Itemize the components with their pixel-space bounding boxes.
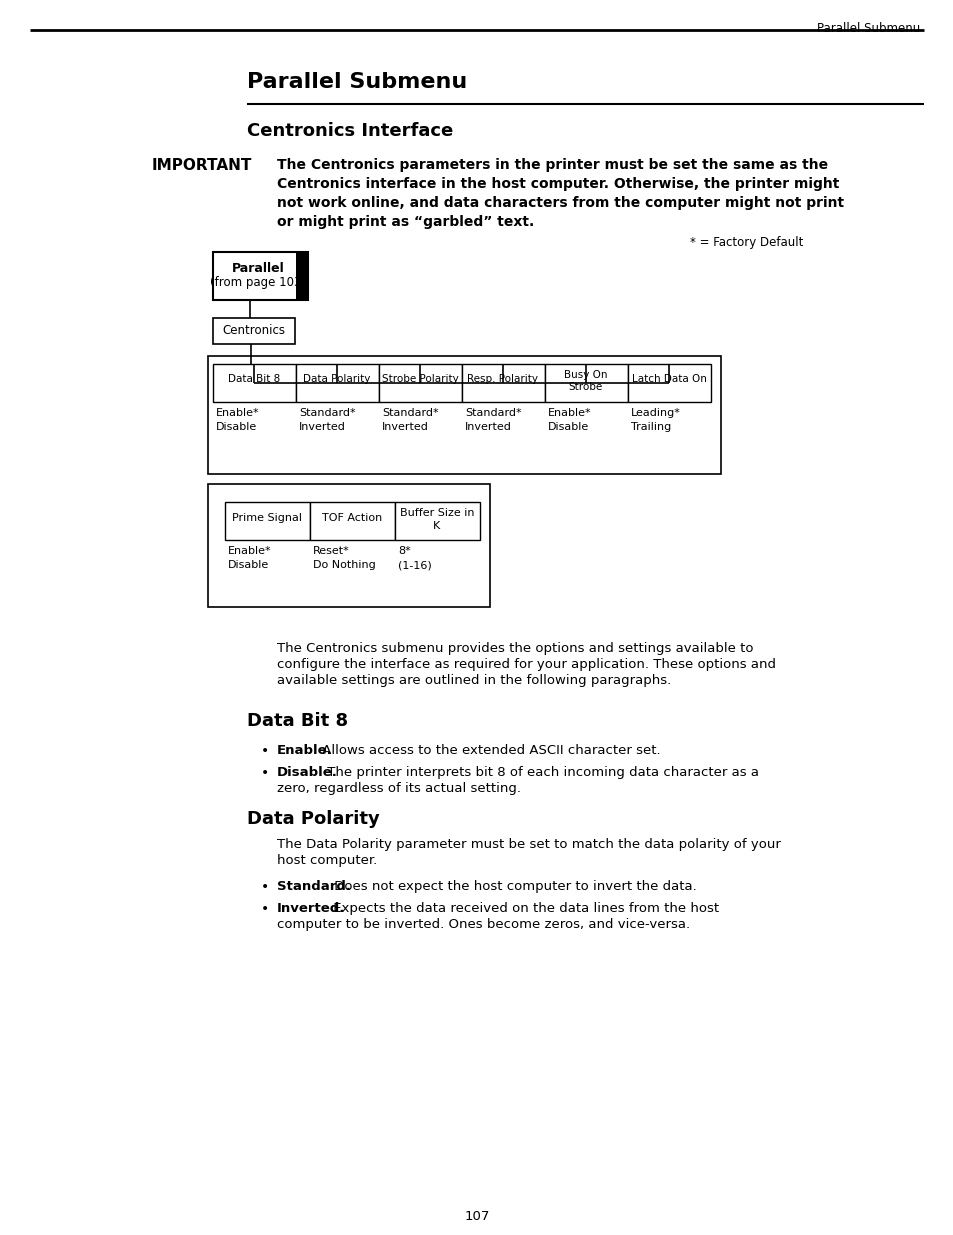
Bar [213,252,308,300]
Text: Disable: Disable [547,422,589,432]
Text: •: • [261,881,269,894]
Bar [295,364,378,403]
Text: Centronics interface in the host computer. Otherwise, the printer might: Centronics interface in the host compute… [276,177,839,191]
Text: The printer interprets bit 8 of each incoming data character as a: The printer interprets bit 8 of each inc… [323,766,759,779]
Text: •: • [261,902,269,916]
Text: available settings are outlined in the following paragraphs.: available settings are outlined in the f… [276,674,671,687]
Bar [627,364,710,403]
Text: Expects the data received on the data lines from the host: Expects the data received on the data li… [329,902,719,915]
Text: Inverted: Inverted [464,422,512,432]
Text: Resp. Polarity: Resp. Polarity [467,374,537,384]
Text: (1-16): (1-16) [397,559,432,571]
Text: 8*: 8* [397,546,411,556]
Text: Standard*: Standard* [298,408,355,417]
Text: Reset*: Reset* [313,546,350,556]
Text: Enable*: Enable* [547,408,591,417]
Text: The Centronics parameters in the printer must be set the same as the: The Centronics parameters in the printer… [276,158,827,172]
Text: zero, regardless of its actual setting.: zero, regardless of its actual setting. [276,782,520,795]
Text: computer to be inverted. Ones become zeros, and vice-versa.: computer to be inverted. Ones become zer… [276,918,689,931]
Bar [295,252,308,300]
Text: Allows access to the extended ASCII character set.: Allows access to the extended ASCII char… [317,743,659,757]
Text: •: • [261,743,269,758]
Text: The Data Polarity parameter must be set to match the data polarity of your: The Data Polarity parameter must be set … [276,839,781,851]
Text: Disable: Disable [215,422,257,432]
Text: Enable*: Enable* [228,546,272,556]
Text: (from page 103): (from page 103) [210,275,306,289]
Text: Do Nothing: Do Nothing [313,559,375,571]
Bar [213,317,294,345]
Bar [544,364,627,403]
Text: Standard*: Standard* [464,408,521,417]
Text: Inverted: Inverted [298,422,346,432]
Text: Leading*: Leading* [630,408,680,417]
Text: Inverted: Inverted [381,422,429,432]
Text: configure the interface as required for your application. These options and: configure the interface as required for … [276,658,775,671]
Text: IMPORTANT: IMPORTANT [152,158,253,173]
Text: Latch Data On: Latch Data On [631,374,706,384]
Text: Centronics: Centronics [222,324,285,337]
Text: not work online, and data characters from the computer might not print: not work online, and data characters fro… [276,196,843,210]
Text: Strobe Polarity: Strobe Polarity [381,374,457,384]
Text: or might print as “garbled” text.: or might print as “garbled” text. [276,215,534,228]
Text: Disable.: Disable. [276,766,337,779]
Bar [225,501,310,540]
Text: •: • [261,766,269,781]
Text: Buffer Size in: Buffer Size in [399,508,474,517]
Text: Standard*: Standard* [381,408,438,417]
Text: Inverted.: Inverted. [276,902,345,915]
Text: Parallel Submenu: Parallel Submenu [816,22,919,35]
Text: Data Bit 8: Data Bit 8 [247,713,348,730]
Text: host computer.: host computer. [276,853,376,867]
Text: Standard.: Standard. [276,881,351,893]
Text: TOF Action: TOF Action [321,513,382,522]
Bar [208,356,720,474]
Text: Parallel Submenu: Parallel Submenu [247,72,467,91]
Text: Data Polarity: Data Polarity [247,810,379,827]
Bar [378,364,461,403]
Text: Enable*: Enable* [215,408,259,417]
Text: Prime Signal: Prime Signal [232,513,302,522]
Text: * = Factory Default: * = Factory Default [689,236,802,249]
Text: Data Bit 8: Data Bit 8 [228,374,280,384]
Text: The Centronics submenu provides the options and settings available to: The Centronics submenu provides the opti… [276,642,753,655]
Text: Trailing: Trailing [630,422,671,432]
Bar [395,501,479,540]
Bar [208,484,490,606]
Text: Does not expect the host computer to invert the data.: Does not expect the host computer to inv… [330,881,696,893]
Text: Busy On: Busy On [563,370,607,380]
Bar [213,364,295,403]
Text: Disable: Disable [228,559,269,571]
Bar [310,501,395,540]
Text: Strobe: Strobe [568,382,602,391]
Bar [461,364,544,403]
Text: Centronics Interface: Centronics Interface [247,122,453,140]
Text: Enable.: Enable. [276,743,333,757]
Text: 107: 107 [464,1210,489,1223]
Text: K: K [433,521,440,531]
Text: Parallel: Parallel [232,262,284,275]
Text: Data Polarity: Data Polarity [303,374,371,384]
